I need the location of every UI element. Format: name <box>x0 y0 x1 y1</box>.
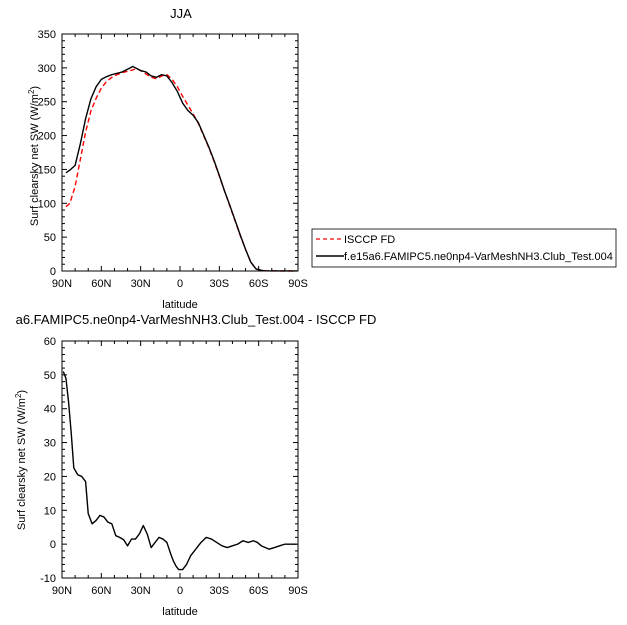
bottom-ytick-label: 30 <box>44 438 56 450</box>
top-ytick-label: 350 <box>38 29 56 41</box>
bottom-ytick-label: 50 <box>44 370 56 382</box>
top-x-axis-label: latitude <box>162 299 197 311</box>
top-xtick-label: 60S <box>249 278 269 290</box>
bottom-ytick-label: -10 <box>40 573 56 585</box>
bottom-y-axis-label: Surf clearsky net SW (W/m2) <box>14 390 28 530</box>
top-y-axis-label: Surf clearsky net SW (W/m2) <box>27 86 41 226</box>
top-ytick-label: 50 <box>44 232 56 244</box>
top-xtick-label: 30N <box>131 278 151 290</box>
bottom-xtick-label: 60S <box>249 585 269 597</box>
top-series-line-1 <box>65 65 297 272</box>
top-xtick-label: 90N <box>52 278 72 290</box>
bottom-series-line-0 <box>62 371 297 571</box>
top-plot-frame <box>61 33 299 272</box>
bottom-ytick-label: 60 <box>44 336 56 348</box>
legend: ISCCP FD f.e15a6.FAMIPC5.ne0np4-VarMeshN… <box>311 228 617 268</box>
bottom-xtick-label: 0 <box>177 585 183 597</box>
top-series-line-0 <box>65 67 297 272</box>
bottom-ytick-label: 20 <box>44 471 56 483</box>
bottom-xtick-label: 90N <box>52 585 72 597</box>
bottom-xtick-label: 30S <box>210 585 230 597</box>
bottom-x-axis-label: latitude <box>162 606 197 618</box>
top-panel: JJA 90N 60N 30N 0 30S 60S 90S 0 50 100 150 200 250 30… <box>27 6 308 311</box>
legend-box <box>311 228 617 268</box>
top-ytick-label: 200 <box>38 131 56 143</box>
bottom-ytick-label: 0 <box>50 539 56 551</box>
bottom-xtick-label: 60N <box>91 585 111 597</box>
bottom-panel: a6.FAMIPC5.ne0np4-VarMeshNH3.Club_Test.0… <box>14 312 376 618</box>
top-xtick-label: 30S <box>210 278 230 290</box>
bottom-ytick-label: 10 <box>44 505 56 517</box>
bottom-title: a6.FAMIPC5.ne0np4-VarMeshNH3.Club_Test.0… <box>16 312 377 327</box>
top-title: JJA <box>170 6 192 21</box>
top-xtick-label: 0 <box>177 278 183 290</box>
top-ytick-label: 150 <box>38 164 56 176</box>
bottom-ytick-label: 40 <box>44 404 56 416</box>
bottom-plot-frame <box>61 340 299 579</box>
legend-label-isccp: ISCCP FD <box>344 234 395 246</box>
top-xtick-label: 60N <box>91 278 111 290</box>
top-xtick-label: 90S <box>288 278 308 290</box>
legend-label-model: f.e15a6.FAMIPC5.ne0np4-VarMeshNH3.Club_T… <box>344 251 613 263</box>
top-ytick-label: 0 <box>50 266 56 278</box>
top-ytick-label: 250 <box>38 97 56 109</box>
top-ytick-label: 300 <box>38 63 56 75</box>
bottom-xtick-label: 90S <box>288 585 308 597</box>
bottom-xtick-label: 30N <box>131 585 151 597</box>
top-ytick-label: 100 <box>38 198 56 210</box>
